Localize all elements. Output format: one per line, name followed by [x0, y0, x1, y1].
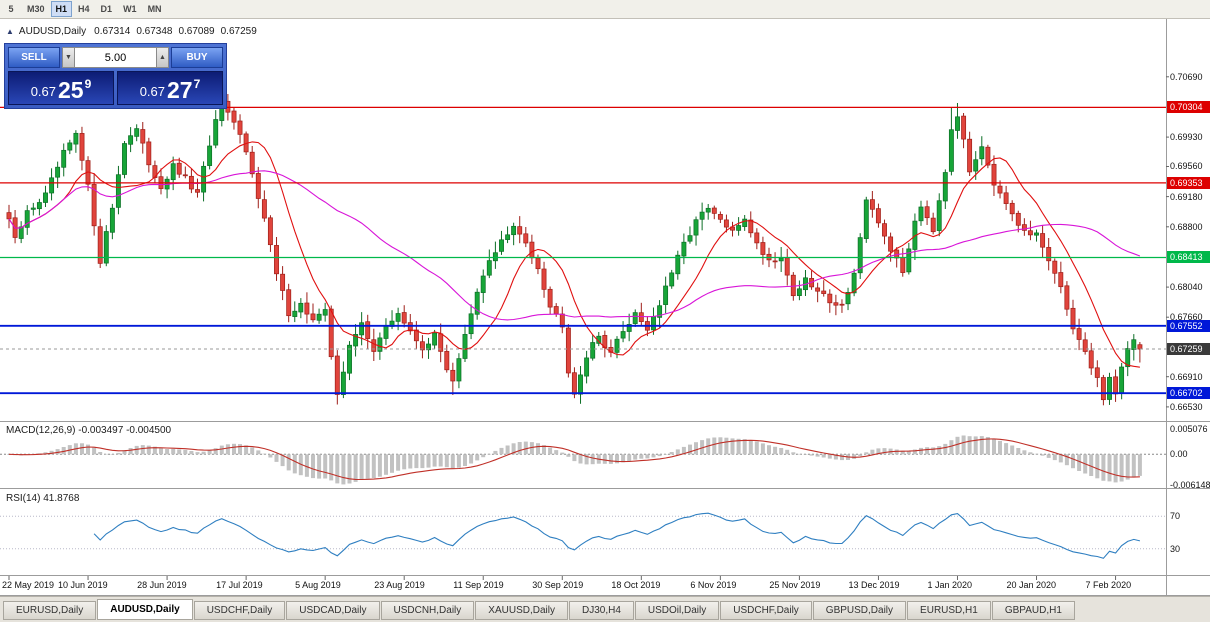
date-axis-label: 1 Jan 2020 [927, 580, 973, 590]
buy-price-display[interactable]: 0.67 27 7 [117, 71, 223, 105]
chart-tab-usdcad-daily[interactable]: USDCAD,Daily [286, 601, 380, 620]
time-axis[interactable]: 22 May 2019 10 Jun 2019 28 Jun 2019 17 Jul … [0, 577, 1166, 595]
date-axis-label: 7 Feb 2020 [1085, 580, 1132, 590]
timeframe-toolbar: 5 M30 H1 H4 D1 W1 MN [0, 0, 1210, 19]
timeframe-button-m30[interactable]: M30 [27, 4, 45, 14]
ohlc-high: 0.67348 [136, 26, 173, 37]
price-line-tag: 0.70304 [1167, 101, 1210, 114]
rsi-axis-label: 30 [1170, 543, 1181, 554]
price-axis-label: 0.69180 [1170, 191, 1203, 202]
price-axis-label: 0.70690 [1170, 71, 1203, 82]
price-line-tag: 0.67259 [1167, 343, 1210, 356]
rsi-axis-label: 70 [1170, 511, 1181, 522]
timeframe-button-h4[interactable]: H4 [78, 4, 90, 14]
timeframe-button-d1[interactable]: D1 [100, 4, 113, 14]
timeframe-button-w1[interactable]: W1 [123, 4, 137, 14]
frame [0, 19, 1210, 596]
buy-price-base: 0.67 [139, 84, 166, 99]
rsi-pane [0, 512, 1166, 559]
sell-button[interactable]: SELL [8, 47, 60, 68]
price-axis[interactable]: 0.70690 0.69930 0.69560 0.69180 0.68800 0.680… [1167, 19, 1210, 596]
date-axis-label: 10 Jun 2019 [58, 580, 108, 590]
price-axis-label: 0.69560 [1170, 161, 1203, 172]
sell-price-pips: 25 [58, 77, 84, 103]
timeframe-button-mn[interactable]: MN [147, 4, 162, 14]
buy-price-point: 7 [193, 77, 201, 91]
chart-tab-eurusd-h1[interactable]: EURUSD,H1 [907, 601, 991, 620]
chart-tab-usdchf-daily[interactable]: USDCHF,Daily [720, 601, 812, 620]
date-axis-label: 6 Nov 2019 [690, 580, 737, 590]
price-axis-label: 0.68040 [1170, 282, 1203, 293]
date-axis-label: 20 Jan 2020 [1006, 580, 1057, 590]
date-axis-label: 28 Jun 2019 [137, 580, 187, 590]
sell-price-display[interactable]: 0.67 25 9 [8, 71, 114, 105]
rsi-indicator-label: RSI(14) 41.8768 [6, 493, 80, 504]
macd-axis-label: 0.005076 [1170, 424, 1208, 434]
chart-tab-bar: EURUSD,Daily AUDUSD,Daily USDCHF,Daily USDC… [0, 596, 1210, 622]
chart-tab-xauusd-daily[interactable]: XAUUSD,Daily [475, 601, 568, 620]
volume-increase-icon[interactable]: ▲ [156, 47, 169, 68]
timeframe-button-5[interactable]: 5 [8, 4, 14, 14]
sell-price-base: 0.67 [30, 84, 57, 99]
one-click-trading-panel: SELL ▼ 5.00 ▲ BUY 0.67 25 9 0.67 27 7 [4, 43, 227, 109]
chart-tab-usdchf-daily[interactable]: USDCHF,Daily [193, 601, 286, 620]
buy-button[interactable]: BUY [171, 47, 223, 68]
price-line-tag: 0.67552 [1167, 319, 1210, 332]
chart-header: ▲ AUDUSD,Daily 0.67314 0.67348 0.67089 0… [6, 26, 263, 37]
chart-tab-audusd-daily[interactable]: AUDUSD,Daily [97, 599, 193, 620]
price-axis-label: 0.66910 [1170, 371, 1203, 382]
candles [6, 94, 1143, 406]
date-axis-label: 11 Sep 2019 [453, 580, 504, 590]
date-axis-label: 25 Nov 2019 [769, 580, 821, 590]
price-line-tag: 0.69353 [1167, 176, 1210, 189]
volume-decrease-icon[interactable]: ▼ [62, 47, 75, 68]
date-axis-label: 18 Oct 2019 [611, 580, 661, 590]
date-axis-label: 5 Aug 2019 [295, 580, 341, 590]
macd-axis-label: -0.006148 [1170, 480, 1210, 490]
price-axis-label: 0.68800 [1170, 221, 1203, 232]
macd-axis-label: 0.00 [1170, 449, 1188, 460]
ohlc-open: 0.67314 [94, 26, 131, 37]
chart-tab-usdoil-daily[interactable]: USDOil,Daily [634, 601, 720, 620]
buy-price-pips: 27 [167, 77, 193, 103]
price-line-tag: 0.66702 [1167, 387, 1210, 400]
one-click-collapse-icon[interactable]: ▲ [6, 27, 14, 36]
moving-averages [8, 141, 1141, 368]
macd-pane [0, 435, 1166, 485]
ohlc-low: 0.67089 [178, 26, 215, 37]
volume-input[interactable]: 5.00 [75, 47, 156, 68]
date-axis-label: 22 May 2019 [2, 580, 55, 590]
price-axis-label: 0.66530 [1170, 401, 1203, 412]
price-axis-label: 0.67660 [1170, 312, 1203, 323]
chart-tab-usdcnh-daily[interactable]: USDCNH,Daily [380, 601, 475, 620]
horizontal-lines [0, 106, 1166, 395]
chart-window: ▲ AUDUSD,Daily 0.67314 0.67348 0.67089 0… [0, 19, 1210, 596]
date-axis-label: 23 Aug 2019 [374, 580, 425, 590]
ohlc-close: 0.67259 [220, 26, 257, 37]
date-axis-label: 13 Dec 2019 [848, 580, 900, 590]
macd-indicator-label: MACD(12,26,9) -0.003497 -0.004500 [6, 425, 172, 436]
price-axis-label: 0.69930 [1170, 132, 1203, 143]
date-axis-label: 17 Jul 2019 [216, 580, 263, 590]
chart-tab-dj30-h4[interactable]: DJ30,H4 [568, 601, 634, 620]
timeframe-button-h1[interactable]: H1 [50, 1, 73, 17]
chart-tab-gbpusd-daily[interactable]: GBPUSD,Daily [812, 601, 907, 620]
chart-canvas[interactable] [0, 19, 1210, 596]
chart-tab-eurusd-daily[interactable]: EURUSD,Daily [3, 601, 97, 620]
sell-price-point: 9 [84, 77, 92, 91]
chart-symbol-title: AUDUSD,Daily [18, 26, 87, 37]
chart-tab-gbpaud-h1[interactable]: GBPAUD,H1 [991, 601, 1075, 620]
date-axis-label: 30 Sep 2019 [532, 580, 584, 590]
price-line-tag: 0.68413 [1167, 251, 1210, 264]
